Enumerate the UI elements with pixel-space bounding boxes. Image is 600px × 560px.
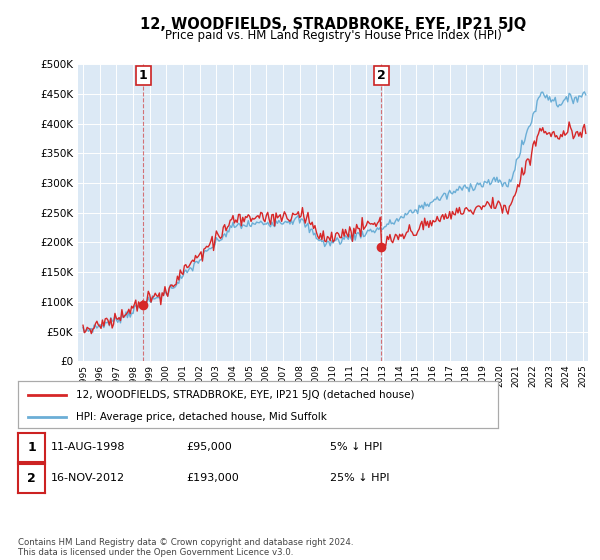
Text: 12, WOODFIELDS, STRADBROKE, EYE, IP21 5JQ: 12, WOODFIELDS, STRADBROKE, EYE, IP21 5J… <box>140 17 526 32</box>
Text: HPI: Average price, detached house, Mid Suffolk: HPI: Average price, detached house, Mid … <box>76 412 326 422</box>
Text: 2: 2 <box>377 69 385 82</box>
Text: 25% ↓ HPI: 25% ↓ HPI <box>330 473 389 483</box>
Text: 1: 1 <box>139 69 148 82</box>
Text: 11-AUG-1998: 11-AUG-1998 <box>51 442 125 452</box>
Text: 12, WOODFIELDS, STRADBROKE, EYE, IP21 5JQ (detached house): 12, WOODFIELDS, STRADBROKE, EYE, IP21 5J… <box>76 390 414 400</box>
Text: 1: 1 <box>27 441 36 454</box>
Text: Price paid vs. HM Land Registry's House Price Index (HPI): Price paid vs. HM Land Registry's House … <box>164 29 502 42</box>
Text: £193,000: £193,000 <box>186 473 239 483</box>
Text: 2: 2 <box>27 472 36 485</box>
Text: 16-NOV-2012: 16-NOV-2012 <box>51 473 125 483</box>
Text: 5% ↓ HPI: 5% ↓ HPI <box>330 442 382 452</box>
Text: Contains HM Land Registry data © Crown copyright and database right 2024.
This d: Contains HM Land Registry data © Crown c… <box>18 538 353 557</box>
Text: £95,000: £95,000 <box>186 442 232 452</box>
